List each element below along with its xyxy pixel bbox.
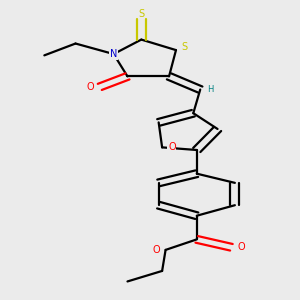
Text: S: S <box>138 9 144 19</box>
Text: O: O <box>86 82 94 92</box>
Text: H: H <box>207 85 214 94</box>
Text: N: N <box>110 49 117 59</box>
Text: O: O <box>237 242 245 252</box>
Text: O: O <box>152 245 160 255</box>
Text: S: S <box>182 43 188 52</box>
Text: O: O <box>168 142 176 152</box>
